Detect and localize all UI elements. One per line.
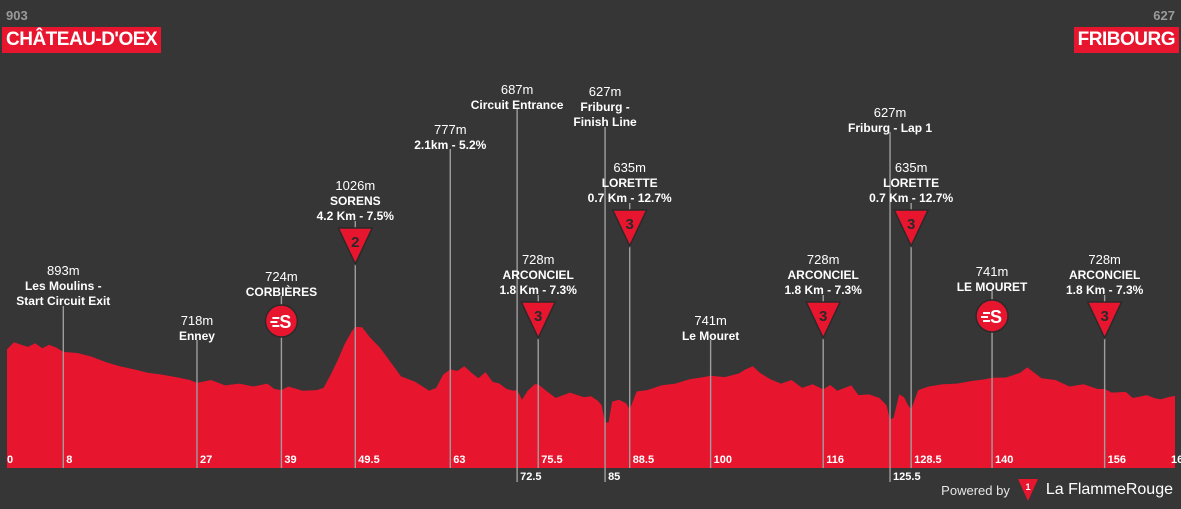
- km-label: 8: [66, 454, 72, 466]
- sprint-icon-glyph: S: [990, 307, 1002, 327]
- altitude-label: 687m: [501, 82, 534, 97]
- climb-category-icon: [520, 301, 557, 340]
- km-label: 72.5: [520, 471, 541, 483]
- km-label: 39: [284, 454, 296, 466]
- km-label: 88.5: [633, 454, 654, 466]
- climb-category-label: 3: [534, 308, 542, 325]
- flamme-rouge-logo-icon: 1: [1017, 479, 1038, 501]
- svg-text:1: 1: [1025, 482, 1030, 492]
- altitude-label: 1026m: [335, 178, 375, 193]
- climb-category-icon: [611, 209, 648, 248]
- powered-by-label: Powered by: [941, 482, 1010, 498]
- km-label: 100: [714, 454, 732, 466]
- altitude-label: 728m: [1088, 252, 1121, 267]
- waypoint-detail: Start Circuit Exit: [16, 294, 110, 308]
- start-altitude: 903: [6, 8, 28, 23]
- waypoint-name: Les Moulins -: [25, 279, 102, 293]
- waypoint-name: ARCONCIEL: [1069, 268, 1140, 282]
- waypoint-name: Circuit Entrance: [471, 98, 564, 112]
- waypoint-name: ARCONCIEL: [788, 268, 859, 282]
- altitude-label: 728m: [522, 252, 555, 267]
- altitude-label: 635m: [613, 160, 646, 175]
- km-label: 27: [200, 454, 212, 466]
- sprint-icon-glyph: S: [279, 312, 291, 332]
- waypoint-name: LE MOURET: [957, 280, 1028, 294]
- waypoint-name: LORETTE: [602, 176, 658, 190]
- waypoint-detail: 1.8 Km - 7.3%: [500, 283, 578, 297]
- climb-category-label: 3: [819, 308, 827, 325]
- km-label: 0: [7, 454, 13, 466]
- end-city-label: FRIBOURG: [1073, 27, 1179, 53]
- altitude-label: 728m: [807, 252, 840, 267]
- altitude-label: 627m: [589, 84, 622, 99]
- brand-name: La FlammeRouge: [1045, 481, 1173, 498]
- end-altitude: 627: [1153, 8, 1175, 23]
- km-label: 63: [453, 454, 465, 466]
- km-label: 116: [826, 454, 844, 466]
- km-label: 140: [995, 454, 1013, 466]
- waypoint-name: 2.1km - 5.2%: [414, 138, 486, 152]
- climb-category-label: 3: [626, 216, 634, 233]
- altitude-label: 741m: [694, 313, 727, 328]
- climb-category-label: 3: [907, 216, 915, 233]
- start-city-label: CHÂTEAU-D'OEX: [2, 27, 162, 53]
- km-label: 166: [1171, 454, 1181, 466]
- altitude-label: 777m: [434, 122, 467, 137]
- waypoint-name: ARCONCIEL: [503, 268, 574, 282]
- altitude-label: 635m: [895, 160, 928, 175]
- waypoint-detail: 1.8 Km - 7.3%: [785, 283, 863, 297]
- climb-category-icon: [337, 227, 374, 266]
- waypoint-name: LORETTE: [883, 176, 939, 190]
- sprint-icon-lines: [270, 317, 280, 327]
- km-label: 125.5: [893, 471, 921, 483]
- altitude-label: 627m: [874, 105, 907, 120]
- altitude-label: 718m: [181, 313, 214, 328]
- km-label: 128.5: [914, 454, 942, 466]
- sprint-icon: [264, 304, 299, 338]
- altitude-label: 893m: [47, 263, 80, 278]
- sprint-icon-lines: [981, 312, 991, 322]
- km-label: 85: [608, 471, 620, 483]
- climb-category-icon: [892, 209, 930, 248]
- altitude-label: 741m: [976, 264, 1009, 279]
- climb-category-label: 3: [1100, 308, 1108, 325]
- elevation-area: [7, 326, 1175, 468]
- waypoint-detail: 0.7 Km - 12.7%: [869, 191, 953, 205]
- climb-category-icon: [805, 301, 842, 340]
- powered-by: Powered by 1 La FlammeRouge: [941, 479, 1173, 501]
- waypoint-name: Le Mouret: [682, 329, 739, 343]
- waypoint-name: Friburg - Lap 1: [848, 121, 932, 135]
- waypoint-detail: 0.7 Km - 12.7%: [588, 191, 672, 205]
- km-label: 75.5: [541, 454, 562, 466]
- waypoint-name: Enney: [179, 329, 215, 343]
- climb-category-icon: [1086, 301, 1123, 340]
- waypoint-detail: Finish Line: [573, 115, 637, 129]
- waypoint-detail: 1.8 Km - 7.3%: [1066, 283, 1144, 297]
- sprint-icon: [975, 299, 1009, 333]
- km-label: 156: [1108, 454, 1126, 466]
- waypoint-name: CORBIÈRES: [246, 284, 317, 299]
- waypoint-name: SORENS: [330, 194, 381, 208]
- waypoint-detail: 4.2 Km - 7.5%: [317, 209, 395, 223]
- waypoint-name: Friburg -: [580, 100, 629, 114]
- altitude-label: 724m: [265, 269, 298, 284]
- climb-category-label: 2: [351, 234, 359, 251]
- km-label: 49.5: [358, 454, 379, 466]
